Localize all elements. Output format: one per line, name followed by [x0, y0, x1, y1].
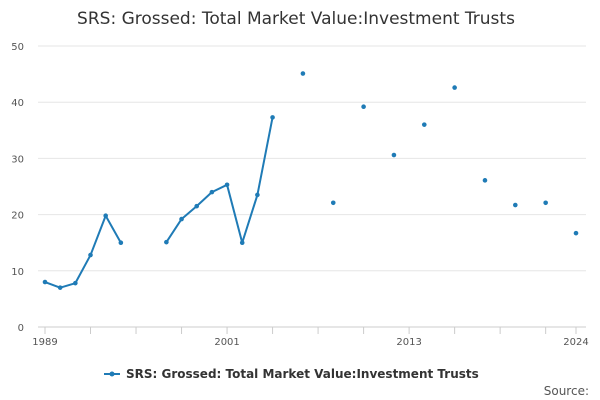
x-tick-label: 2013 — [396, 337, 421, 348]
data-point[interactable] — [255, 192, 260, 198]
y-tick-label: 0 — [18, 323, 24, 334]
data-point[interactable] — [239, 240, 245, 245]
series-layer — [42, 71, 579, 290]
data-point[interactable] — [482, 178, 488, 183]
y-tick-label: 40 — [11, 98, 24, 109]
data-point[interactable] — [300, 71, 306, 76]
data-point[interactable] — [73, 280, 78, 286]
x-axis: 1989 2001 2013 2024 — [32, 326, 589, 348]
series-line-segment — [165, 117, 274, 244]
data-point[interactable] — [421, 122, 427, 127]
data-point[interactable] — [164, 239, 169, 245]
data-point[interactable] — [88, 252, 93, 258]
data-point[interactable] — [543, 200, 548, 206]
legend[interactable]: SRS: Grossed: Total Market Value:Investm… — [104, 367, 479, 381]
data-point[interactable] — [209, 189, 215, 195]
y-tick-label: 10 — [11, 267, 24, 278]
legend-label: SRS: Grossed: Total Market Value:Investm… — [126, 367, 479, 381]
x-tick-label: 2024 — [563, 337, 588, 348]
data-point[interactable] — [513, 202, 518, 208]
x-tick-label: 1989 — [32, 337, 57, 348]
data-point[interactable] — [452, 85, 457, 90]
series-line-segment — [44, 214, 122, 289]
data-point[interactable] — [118, 240, 124, 245]
data-point[interactable] — [42, 279, 48, 285]
data-point[interactable] — [57, 285, 63, 290]
data-point[interactable] — [330, 200, 336, 206]
chart-title: SRS: Grossed: Total Market Value:Investm… — [77, 9, 515, 29]
data-point[interactable] — [103, 213, 108, 219]
data-point[interactable] — [270, 115, 275, 120]
source-label: Source: — [544, 384, 589, 398]
grid — [38, 45, 586, 272]
data-point[interactable] — [391, 152, 397, 158]
y-tick-label: 30 — [11, 154, 24, 165]
y-tick-label: 20 — [11, 211, 24, 222]
data-point[interactable] — [179, 216, 184, 222]
data-point[interactable] — [194, 203, 200, 209]
y-axis: 0 10 20 30 40 50 — [11, 42, 24, 334]
data-point[interactable] — [573, 230, 579, 236]
data-point[interactable] — [361, 104, 366, 109]
data-point[interactable] — [224, 182, 230, 188]
y-tick-label: 50 — [11, 42, 24, 53]
x-tick-label: 2001 — [214, 337, 239, 348]
legend-marker — [109, 371, 115, 377]
